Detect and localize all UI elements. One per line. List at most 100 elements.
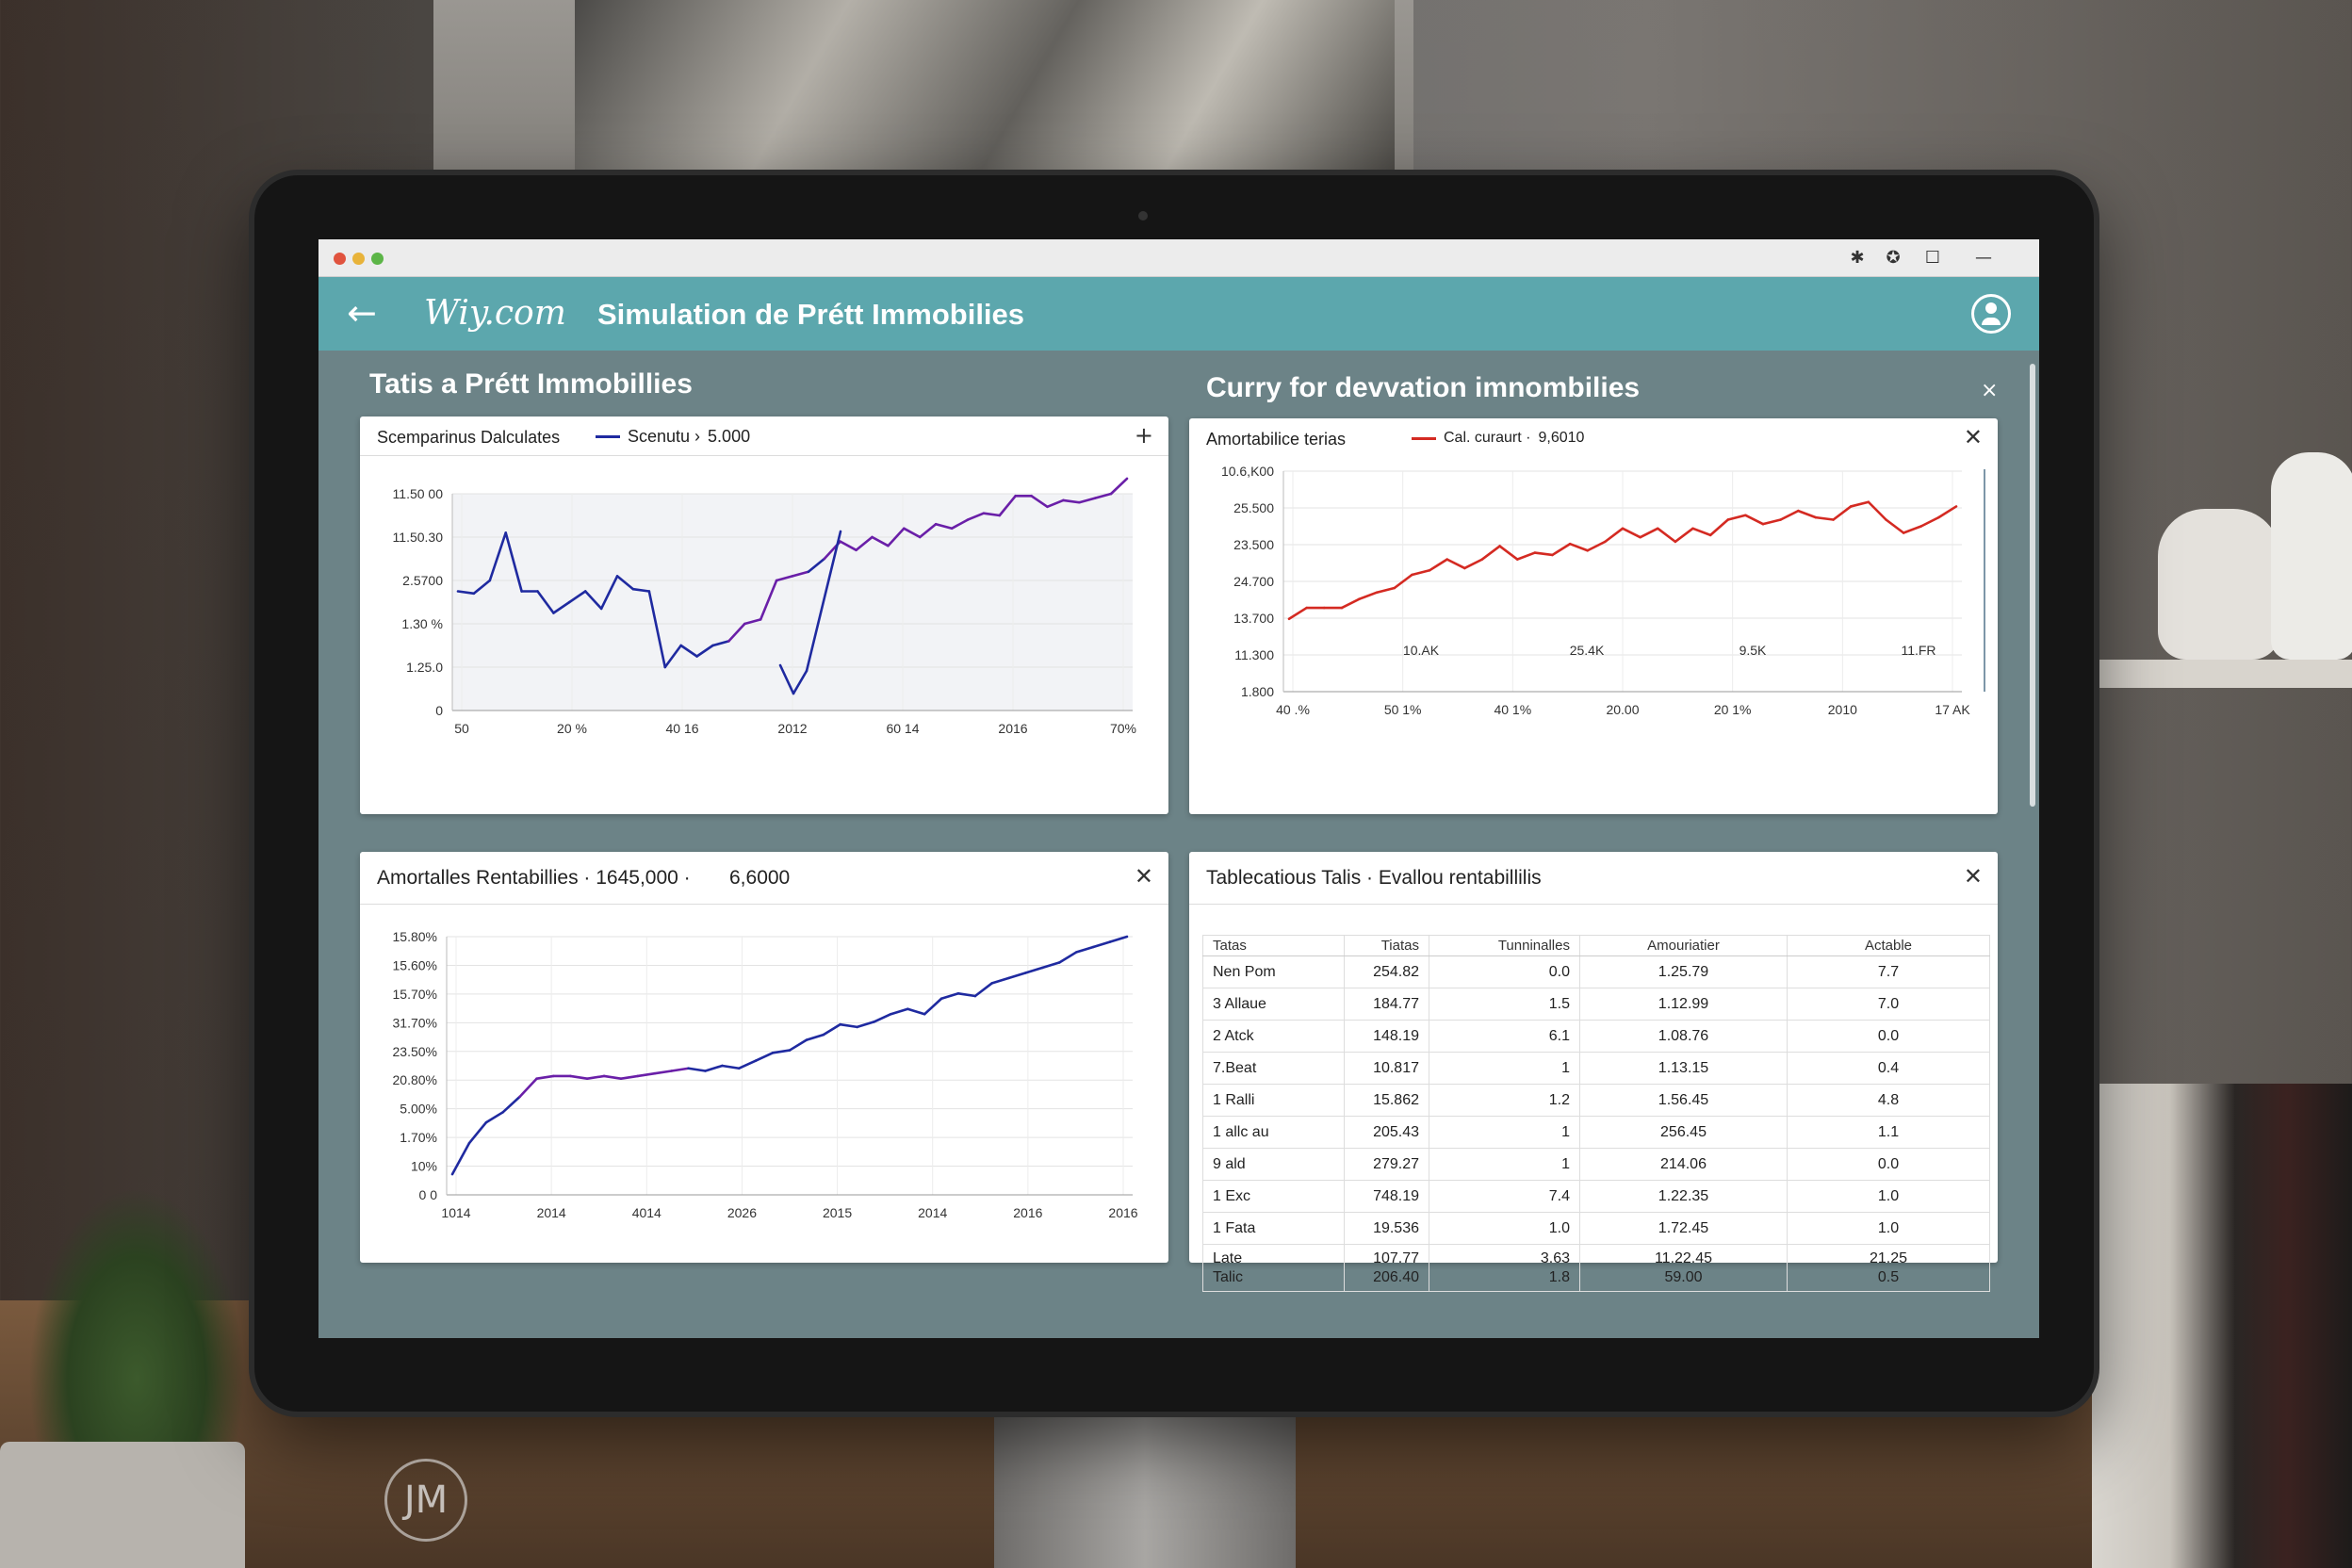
series-line [467, 1120, 488, 1145]
legend-label: Scenutu › [628, 427, 701, 446]
series-line [1046, 498, 1065, 509]
series-line [1867, 500, 1887, 521]
x-tick-label: 20 1% [1714, 702, 1752, 717]
back-arrow-icon[interactable]: ← [347, 292, 377, 334]
series-line [1340, 597, 1361, 610]
series-line [615, 575, 635, 591]
column-header[interactable]: Actable [1787, 935, 1990, 956]
legend-value: 9,6010 [1538, 430, 1585, 446]
minimize-window-button[interactable] [352, 253, 365, 265]
series-line [1498, 545, 1519, 561]
table-row[interactable]: Late Talic 107.77 206.40 3.63 1.8 11.22.45 59.0… [1202, 1244, 1990, 1292]
minimize-icon[interactable]: — [1975, 248, 1992, 268]
series-line [1744, 514, 1765, 526]
x-tick-label: 25.4K [1570, 643, 1605, 658]
background-shelf [2092, 660, 2352, 688]
y-tick-label: 11.300 [1234, 647, 1274, 662]
y-tick-label: 1.800 [1241, 684, 1274, 699]
maximize-window-button[interactable] [371, 253, 384, 265]
series-line [1586, 540, 1607, 552]
series-line [743, 618, 762, 626]
close-icon[interactable]: ✕ [1963, 863, 1983, 890]
table-cell: 1.12.99 [1579, 988, 1788, 1021]
table-row[interactable]: 1 Fata 19.536 1.0 1.72.45 1.0 [1202, 1212, 1990, 1245]
series-line [1849, 500, 1870, 508]
y-tick-label: 0 [435, 703, 443, 718]
table-cell: 9 ald [1202, 1148, 1345, 1181]
table-row[interactable]: 7.Beat 10.817 1 1.13.15 0.4 [1202, 1052, 1990, 1085]
webcam-icon [1138, 211, 1148, 220]
series-line [950, 518, 970, 531]
series-line [1832, 505, 1853, 521]
add-icon[interactable]: + [1134, 422, 1153, 449]
table-row[interactable]: 1 Exc 748.19 7.4 1.22.35 1.0 [1202, 1180, 1990, 1213]
table-cell-line: 11.22.45 [1654, 1250, 1713, 1266]
background-wall-art [575, 0, 1395, 170]
series-line [1656, 527, 1677, 544]
data-table: Tatas Tiatas Tunninalles Amouriatier Act… [1202, 935, 1990, 1292]
y-tick-label: 20.80% [393, 1072, 437, 1087]
series-line [695, 644, 714, 658]
x-tick-label: 17 AK [1935, 702, 1970, 717]
table-row[interactable]: 9 ald 279.27 1 214.06 0.0 [1202, 1148, 1990, 1181]
user-circle-icon[interactable] [1971, 294, 2011, 334]
close-icon[interactable]: ✕ [1963, 424, 1983, 450]
table-cell-line: 59.00 [1664, 1268, 1703, 1285]
y-tick-label: 23.50% [393, 1044, 437, 1059]
series-line [759, 579, 778, 621]
table-cell: 1 allc au [1202, 1116, 1345, 1149]
x-tick-label: 60 14 [886, 721, 919, 736]
chart-legend[interactable]: Scenutu › 5.000 [596, 427, 750, 447]
table-cell-line: 1.8 [1548, 1268, 1570, 1285]
table-cell: 1.25.79 [1579, 956, 1788, 988]
series-line [1108, 935, 1129, 943]
series-line [1691, 527, 1712, 537]
scrollbar[interactable] [2030, 364, 2035, 807]
y-tick-label: 10% [411, 1159, 437, 1174]
table-row[interactable]: 1 Ralli 15.862 1.2 1.56.45 4.8 [1202, 1084, 1990, 1117]
table-cell: 1.56.45 [1579, 1084, 1788, 1117]
column-header[interactable]: Amouriatier [1579, 935, 1788, 956]
table-row[interactable]: 1 allc au 205.43 1 256.45 1.1 [1202, 1116, 1990, 1149]
x-tick-label: 20 % [557, 721, 587, 736]
y-tick-label: 15.70% [393, 987, 437, 1002]
close-window-button[interactable] [334, 253, 346, 265]
close-icon[interactable]: ✕ [1134, 863, 1153, 890]
panel-header: Amortabilice terias Cal. curaurt · 9,601… [1189, 418, 1998, 456]
panel-title: Amortalles Rentabillies · 1645,000 · [377, 867, 691, 889]
table-row[interactable]: 3 Allaue 184.77 1.5 1.12.99 7.0 [1202, 988, 1990, 1021]
monitor-stand [994, 1404, 1296, 1568]
close-icon[interactable]: × [1981, 379, 1999, 402]
series-line [982, 512, 1002, 517]
column-header[interactable]: Tiatas [1344, 935, 1429, 956]
series-line [1428, 558, 1448, 572]
table-cell: 1.0 [1787, 1212, 1990, 1245]
table-row[interactable]: Nen Pom 254.82 0.0 1.25.79 7.7 [1202, 956, 1990, 988]
line-chart: 15.80% 15.60% 15.70% 31.70% 23.50% 20.80% 5.00… [393, 929, 1138, 1220]
series-line [1761, 518, 1782, 526]
table-cell: 4.8 [1787, 1084, 1990, 1117]
panel-title: Amortabilice terias [1206, 430, 1347, 449]
table-cell: 1.08.76 [1579, 1020, 1788, 1053]
table-cell: 256.45 [1579, 1116, 1788, 1149]
series-line [1568, 542, 1590, 552]
table-cell: 7.4 [1429, 1180, 1580, 1213]
y-tick-label: 11.50.30 [393, 530, 444, 545]
column-header[interactable]: Tatas [1202, 935, 1345, 956]
series-line [934, 522, 954, 531]
y-tick-label: 23.500 [1233, 537, 1274, 552]
table-row[interactable]: 2 Atck 148.19 6.1 1.08.76 0.0 [1202, 1020, 1990, 1053]
column-header[interactable]: Tunninalles [1429, 935, 1580, 956]
chart-legend[interactable]: Cal. curaurt · 9,6010 [1412, 430, 1584, 447]
series-line [1551, 542, 1572, 557]
settings-icon[interactable]: ✪ [1886, 248, 1901, 268]
restore-icon[interactable]: ☐ [1924, 248, 1941, 268]
series-line [1621, 527, 1642, 539]
series-line [679, 644, 698, 658]
series-line [472, 579, 492, 596]
series-line [1937, 505, 1958, 519]
asterisk-icon[interactable]: ✱ [1850, 248, 1865, 268]
table-cell-line: 3.63 [1540, 1250, 1570, 1266]
series-line [504, 531, 523, 593]
brand-logo[interactable]: Wiy.com [424, 294, 566, 333]
